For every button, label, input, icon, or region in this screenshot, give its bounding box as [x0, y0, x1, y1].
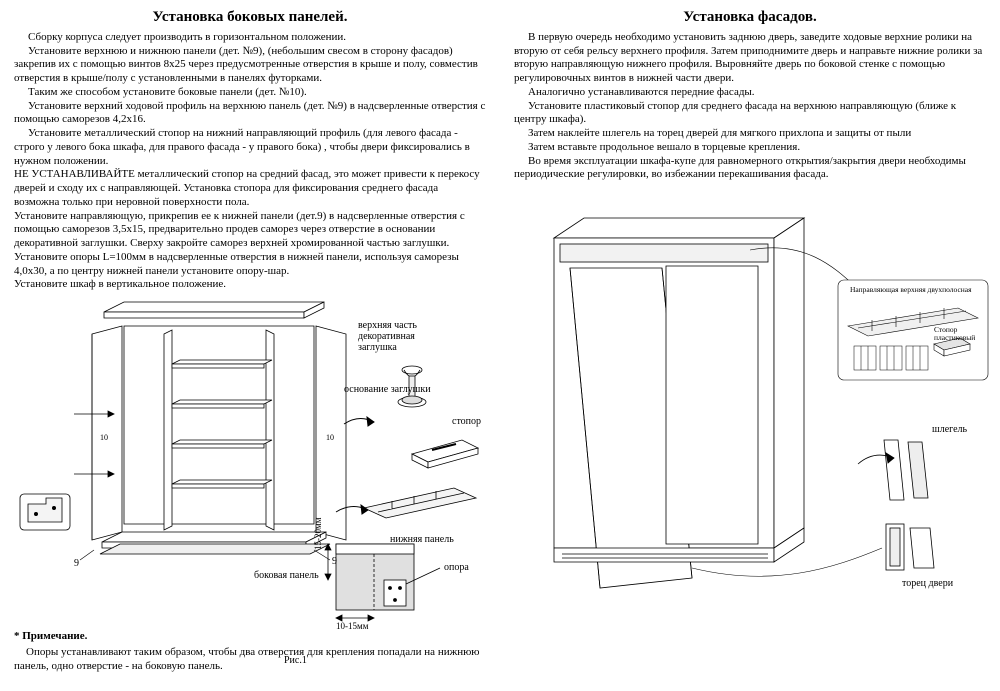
right-para-5: Во время эксплуатации шкафа-купе для рав… [514, 155, 986, 183]
left-para-1: Установите верхнюю и нижнюю панели (дет.… [14, 45, 486, 86]
left-para-2: Таким же способом установите боковые пан… [14, 86, 486, 100]
label-dim-h: 15-20мм [314, 518, 324, 550]
right-para-0: В первую очередь необходимо установить з… [514, 31, 986, 86]
label-side-panel: боковая панель [254, 570, 319, 581]
left-para-6: Установите направляющую, прикрепив ее к … [14, 210, 486, 251]
right-para-4: Затем вставьте продольное вешало в торце… [514, 141, 986, 155]
left-para-7: Установите опоры L=100мм в надсверленные… [14, 251, 486, 279]
left-diagram: верхняя часть декоративная заглушка осно… [14, 294, 486, 624]
label-support: опора [444, 562, 469, 573]
label-9-left: 9 [74, 558, 79, 569]
right-title: Установка фасадов. [514, 8, 986, 27]
right-para-3: Затем наклейте шлегель на торец дверей д… [514, 127, 986, 141]
label-fig: Рис.1 [284, 655, 756, 666]
right-para-1: Аналогично устанавливаются передние фаса… [514, 86, 986, 100]
label-track-top: Направляющая верхняя двухполосная [850, 286, 972, 294]
left-para-3: Установите верхний ходовой профиль на ве… [14, 100, 486, 128]
left-para-8: Установите шкаф в вертикальное положение… [14, 278, 486, 292]
left-footnote: * Примечание. Опоры устанавливают таким … [14, 630, 486, 673]
label-shlegel: шлегель [932, 424, 967, 435]
footnote-star: * Примечание. [14, 630, 87, 642]
label-10-left: 10 [100, 434, 108, 443]
left-column: Установка боковых панелей. Сборку корпус… [0, 0, 500, 691]
left-para-0: Сборку корпуса следует производить в гор… [14, 31, 486, 45]
page-root: Установка боковых панелей. Сборку корпус… [0, 0, 1000, 691]
label-dim-w: 10-15мм [336, 622, 368, 632]
label-10-right: 10 [326, 434, 334, 443]
label-cap-top: верхняя часть декоративная заглушка [358, 320, 417, 353]
label-door-edge: торец двери [902, 578, 953, 589]
right-column: Установка фасадов. В первую очередь необ… [500, 0, 1000, 691]
label-cap-base: основание заглушки [344, 384, 431, 395]
label-plastic-stopor: Стопор пластиковый [934, 326, 986, 343]
right-diagram: Направляющая верхняя двухполосная Стопор… [514, 188, 986, 608]
right-para-2: Установите пластиковый стопор для средне… [514, 100, 986, 128]
label-bottom-panel: нижняя панель [390, 534, 454, 545]
label-stopor: стопор [452, 416, 481, 427]
label-9-right: 9 [332, 556, 337, 567]
right-diagram-svg [514, 188, 994, 608]
left-para-4: Установите металлический стопор на нижни… [14, 127, 486, 168]
left-title: Установка боковых панелей. [14, 8, 486, 27]
left-para-5: НЕ УСТАНАВЛИВАЙТЕ металлический стопор н… [14, 168, 486, 209]
